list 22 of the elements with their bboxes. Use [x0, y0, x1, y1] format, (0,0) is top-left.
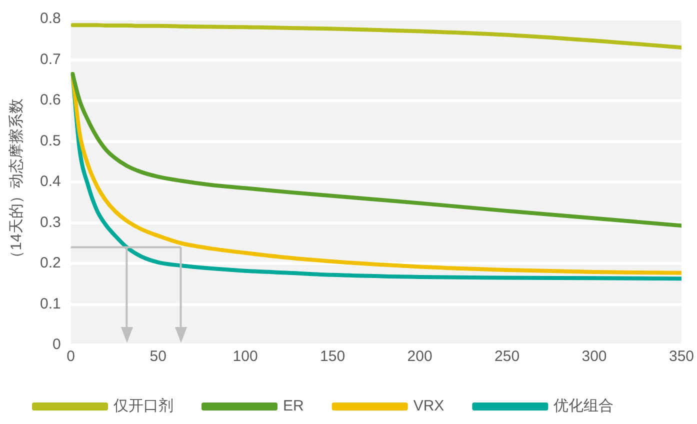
y-tick-label: 0.5 — [40, 132, 61, 150]
y-tick-label: 0.2 — [40, 254, 61, 272]
x-tick-label: 150 — [320, 348, 346, 366]
x-tick-label: 250 — [494, 348, 520, 366]
y-tick-label: 0.1 — [40, 295, 61, 312]
y-axis-title: （14天的）动态摩擦系数 — [8, 98, 26, 266]
x-tick-label: 300 — [582, 348, 607, 366]
y-tick-label: 0.3 — [40, 214, 61, 231]
x-tick-label: 50 — [150, 348, 166, 366]
y-tick-label: 0.4 — [40, 173, 61, 190]
legend-label: VRX — [413, 398, 444, 415]
legend-label: 优化组合 — [554, 398, 614, 415]
y-tick-label: 0.6 — [40, 92, 61, 109]
x-tick-label: 0 — [66, 348, 76, 366]
y-tick-label: 0.7 — [40, 50, 61, 68]
legend-label: 仅开口剂 — [114, 398, 174, 415]
x-tick-label: 200 — [407, 348, 432, 366]
x-tick-label: 350 — [668, 348, 694, 366]
y-tick-label: 0.8 — [40, 10, 61, 28]
x-tick-label: 100 — [232, 348, 258, 366]
legend-label: ER — [283, 398, 304, 415]
y-tick-label: 0 — [52, 336, 61, 354]
